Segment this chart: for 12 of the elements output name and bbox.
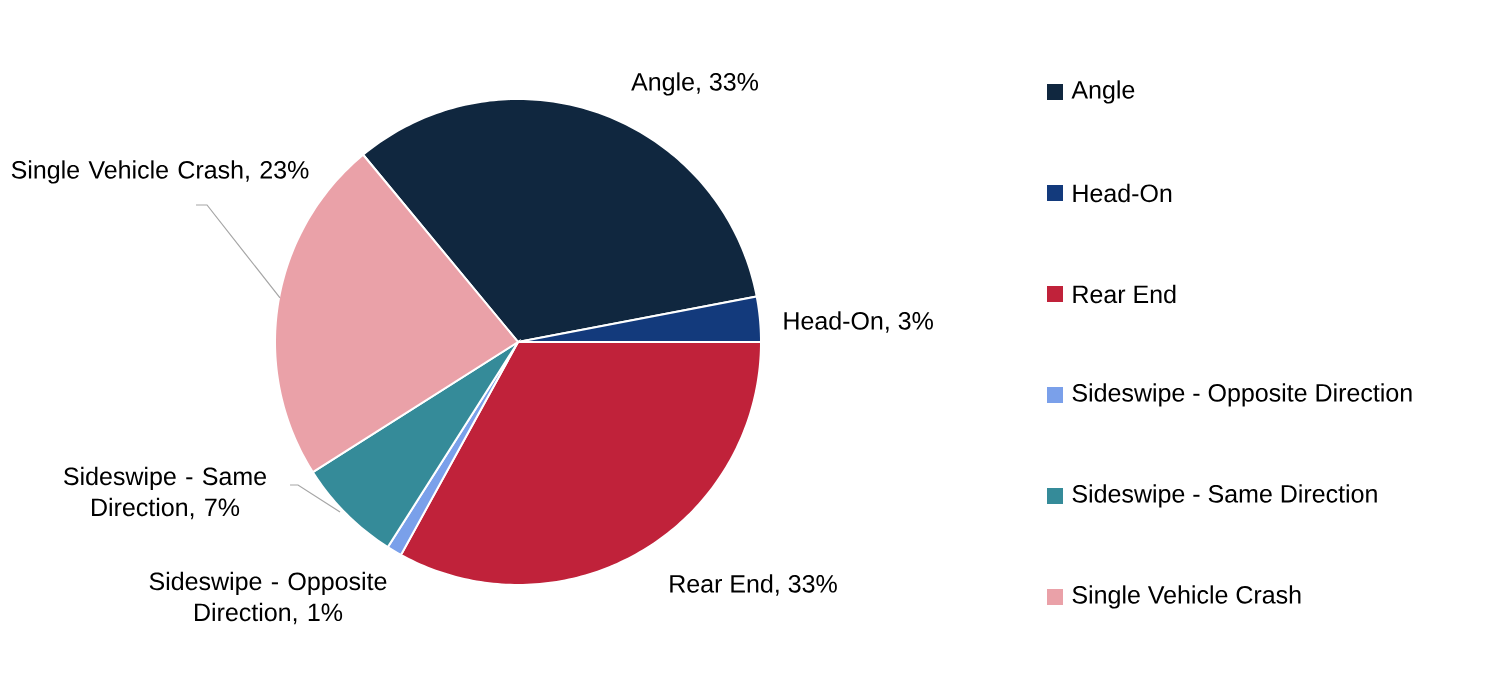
legend-label: Sideswipe - Opposite Direction bbox=[1072, 383, 1412, 407]
legend-label: Angle bbox=[1071, 80, 1135, 104]
data-label: Sideswipe - Opposite Direction, 1% bbox=[149, 571, 387, 625]
legend-label: Rear End bbox=[1073, 284, 1176, 304]
legend-label: Sideswipe - Same Direction bbox=[1072, 484, 1377, 508]
data-label: Rear End, 33% bbox=[670, 574, 837, 596]
data-label: Head-On, 3% bbox=[784, 311, 933, 333]
legend-label: Single Vehicle Crash bbox=[1072, 585, 1301, 609]
legend-label: Head-On bbox=[1073, 183, 1172, 203]
data-label: Angle, 33% bbox=[631, 72, 758, 96]
data-label: Sideswipe - Same Direction, 7% bbox=[64, 466, 266, 520]
data-label: Single Vehicle Crash, 23% bbox=[11, 160, 309, 184]
